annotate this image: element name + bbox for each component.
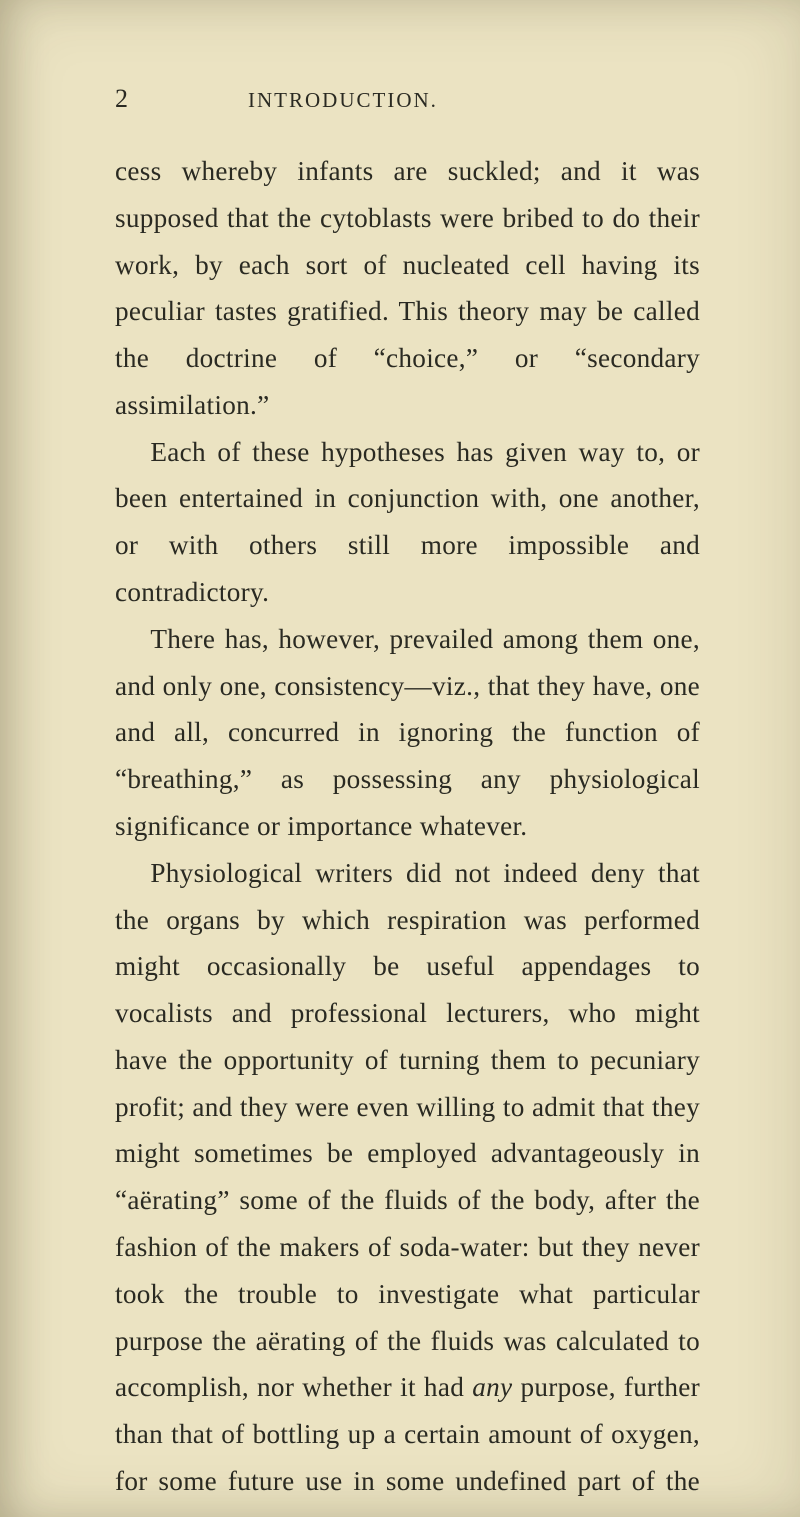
paragraph-3: There has, however, prevailed among them…	[115, 616, 700, 850]
running-head: INTRODUCTION.	[248, 88, 438, 113]
paragraph-2: Each of these hypotheses has given way t…	[115, 429, 700, 616]
scanned-page: 2 INTRODUCTION. cess whereby infants are…	[0, 0, 800, 1517]
body-text: cess whereby infants are suckled; and it…	[115, 148, 700, 1517]
page-header: 2 INTRODUCTION.	[115, 84, 700, 114]
page-number: 2	[115, 84, 128, 114]
paragraph-4: Physiological writers did not indeed den…	[115, 850, 700, 1517]
paragraph-1: cess whereby infants are suckled; and it…	[115, 148, 700, 429]
